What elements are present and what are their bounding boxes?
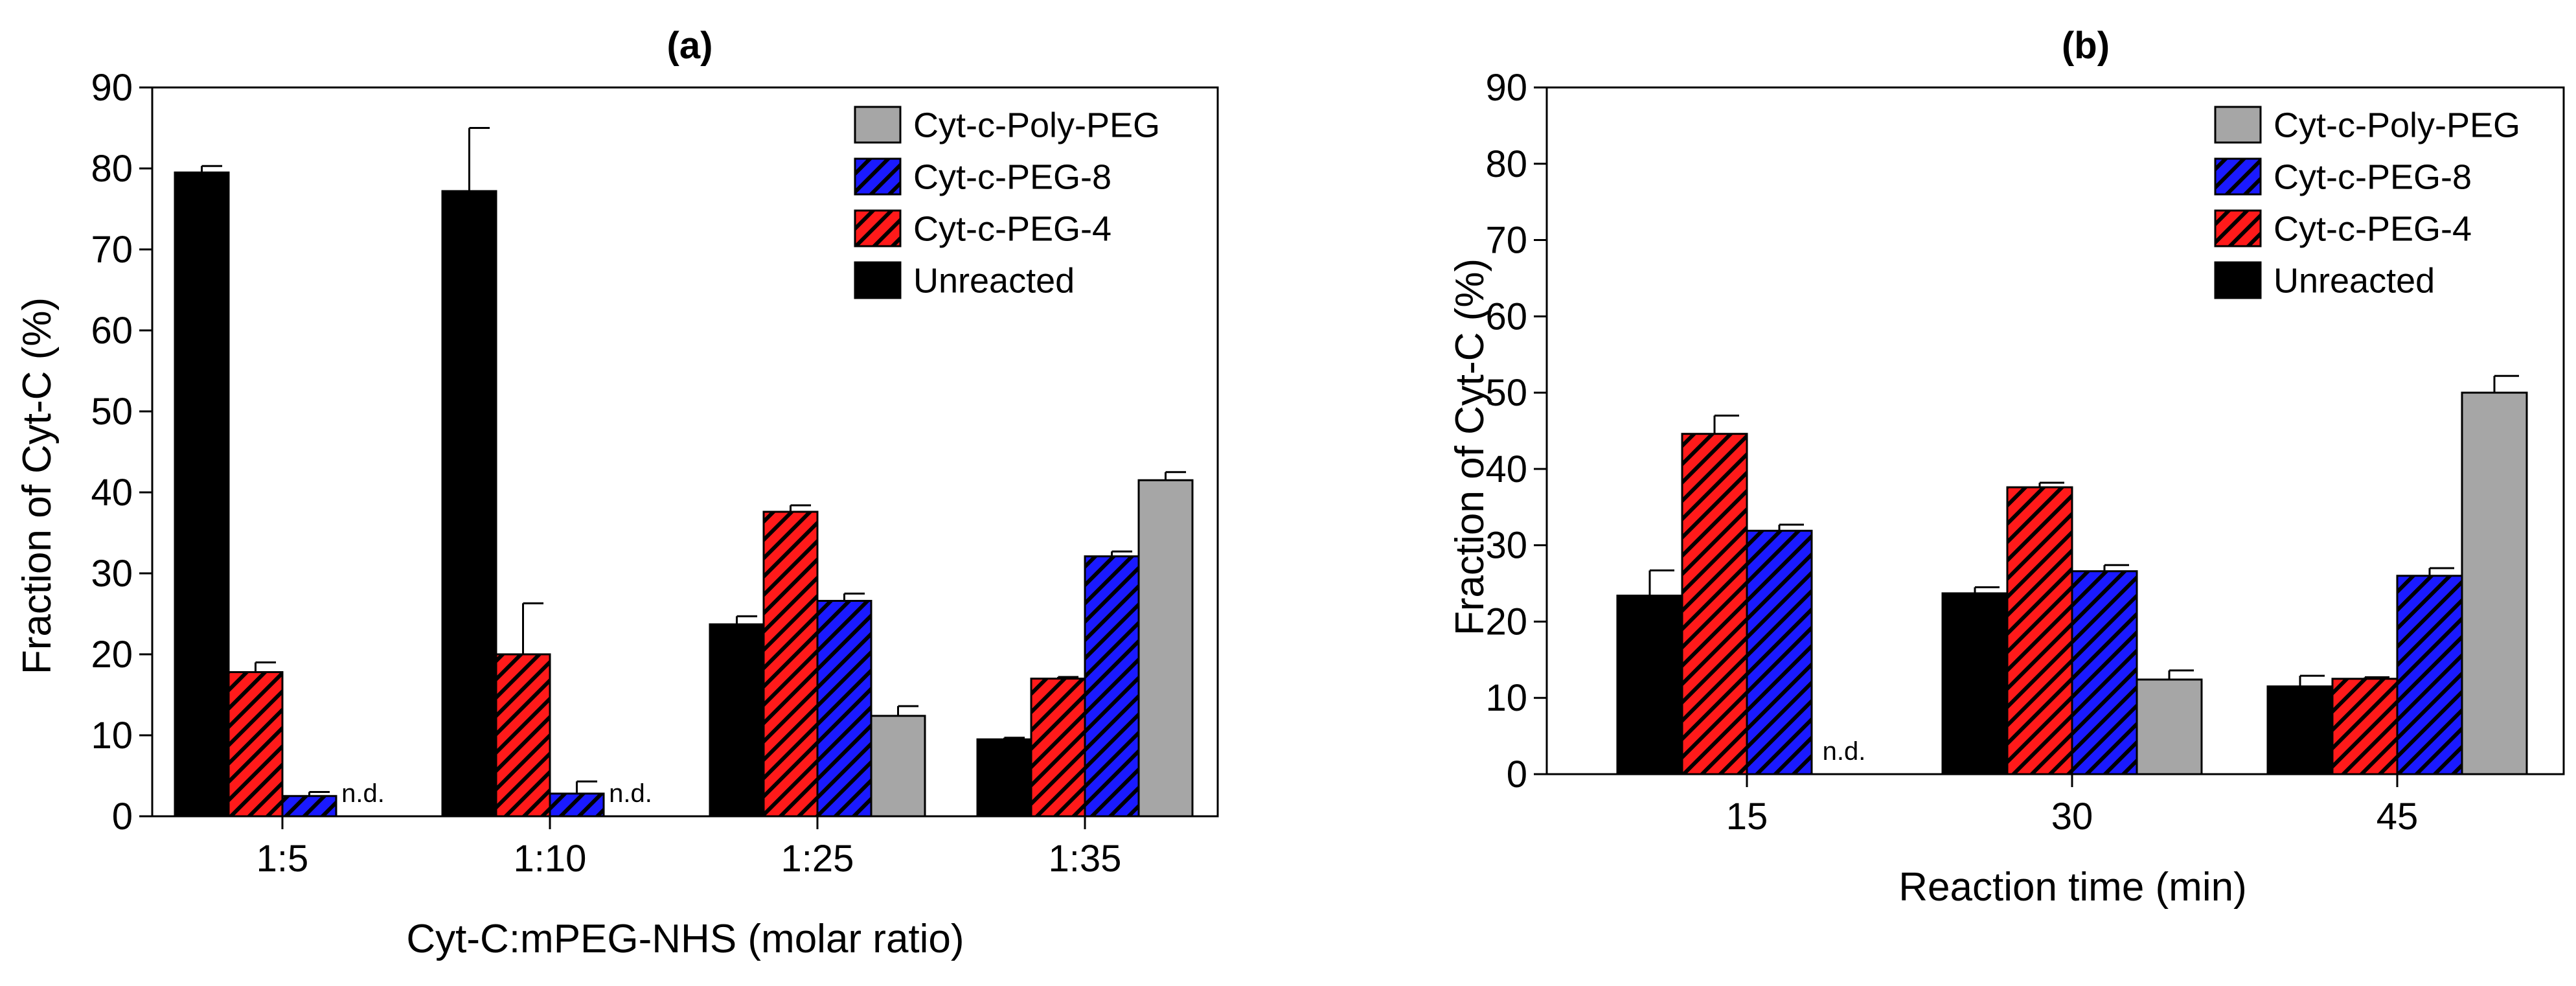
legend-label-polypeg: Cyt-c-Poly-PEG <box>2274 106 2520 145</box>
x-tick-label: 15 <box>1726 796 1768 838</box>
nd-label: n.d. <box>341 779 385 808</box>
chart-panel-b: (b) Fraction of Cyt-C (%) Reaction time … <box>1448 25 2565 910</box>
x-axis-label-a: Cyt-C:mPEG-NHS (molar ratio) <box>406 917 964 961</box>
chart-title-a: (a) <box>667 25 713 67</box>
x-tick-label: 1:25 <box>781 838 854 880</box>
y-tick-label: 70 <box>91 229 133 271</box>
bar-polypeg-30 <box>2136 678 2203 775</box>
x-ticks-a: 1:5 1:10 1:25 1:35 <box>256 816 1122 880</box>
bar-polypeg-1-35 <box>1137 479 1194 818</box>
y-tick-label: 20 <box>91 634 133 676</box>
legend-label-polypeg: Cyt-c-Poly-PEG <box>913 106 1160 145</box>
y-tick-label: 0 <box>1507 753 1527 796</box>
y-ticks-b: 0 10 20 30 40 50 60 70 80 90 <box>1485 67 1547 796</box>
y-tick-label: 60 <box>1485 295 1527 338</box>
chart-panel-a: (a) Fraction of Cyt-C (%) Cyt-C:mPEG-NHS… <box>15 25 1219 961</box>
plot-frame <box>1545 86 2565 775</box>
y-tick-label: 90 <box>91 67 133 109</box>
bar-peg4-1-25 <box>762 510 819 818</box>
plot-frame <box>151 86 1219 818</box>
y-ticks-a: 0 10 20 30 40 50 60 70 80 90 <box>91 67 152 838</box>
legend-label-peg8: Cyt-c-PEG-8 <box>913 158 1111 197</box>
x-tick-label: 1:5 <box>256 838 309 880</box>
legend-label-unreacted: Unreacted <box>2274 262 2435 301</box>
error-bars-a <box>201 127 1187 796</box>
legend-swatch-peg8 <box>2214 157 2262 196</box>
bar-polypeg-45 <box>2461 391 2528 775</box>
y-tick-label: 70 <box>1485 220 1527 262</box>
y-tick-label: 50 <box>91 391 133 433</box>
y-tick-label: 30 <box>1485 525 1527 567</box>
legend-label-peg4: Cyt-c-PEG-4 <box>2274 210 2472 249</box>
bar-peg4-45 <box>2331 678 2399 775</box>
bar-peg4-15 <box>1681 433 1748 775</box>
legend-label-peg4: Cyt-c-PEG-4 <box>913 210 1111 249</box>
legend-label-unreacted: Unreacted <box>913 262 1075 301</box>
bar-peg4-1-5 <box>227 671 284 818</box>
legend-swatch-polypeg <box>2214 106 2262 144</box>
legend-swatch-unreacted <box>854 261 902 299</box>
legend-a: Cyt-c-Poly-PEG Cyt-c-PEG-8 Cyt-c-PEG-4 Unre… <box>854 106 1160 301</box>
axes-b <box>1545 86 2565 775</box>
y-tick-label: 80 <box>91 148 133 190</box>
nd-labels-b: n.d. <box>1823 737 1866 766</box>
y-tick-label: 60 <box>91 310 133 352</box>
chart-title-b: (b) <box>2062 25 2110 67</box>
bar-unreacted-1-35 <box>976 738 1032 818</box>
y-axis-label-a: Fraction of Cyt-C (%) <box>15 297 60 674</box>
legend-swatch-unreacted <box>2214 261 2262 299</box>
legend-label-peg8: Cyt-c-PEG-8 <box>2274 158 2472 197</box>
bars-b <box>1616 391 2528 775</box>
bar-peg8-1-25 <box>816 600 872 818</box>
y-tick-label: 90 <box>1485 67 1527 109</box>
y-tick-label: 0 <box>112 796 133 838</box>
x-tick-label: 45 <box>2377 796 2419 838</box>
bar-peg4-30 <box>2006 486 2073 775</box>
y-tick-label: 40 <box>91 472 133 514</box>
x-tick-label: 1:10 <box>514 838 587 880</box>
x-tick-label: 30 <box>2051 796 2093 838</box>
y-tick-label: 50 <box>1485 372 1527 414</box>
x-tick-label: 1:35 <box>1049 838 1122 880</box>
x-axis-label-b: Reaction time (min) <box>1898 865 2246 910</box>
bar-unreacted-1-25 <box>709 623 765 818</box>
axes-a <box>151 86 1219 818</box>
bar-polypeg-1-25 <box>870 715 926 818</box>
bar-unreacted-30 <box>1941 592 2009 775</box>
bar-peg8-1-5 <box>281 795 337 818</box>
error-bars-b <box>1648 374 2519 687</box>
y-axis-label-b: Fraction of Cyt-C (%) <box>1448 258 1492 636</box>
y-tick-label: 40 <box>1485 448 1527 490</box>
bar-unreacted-45 <box>2266 685 2334 775</box>
bar-peg8-15 <box>1746 529 1813 775</box>
y-tick-label: 10 <box>1485 677 1527 719</box>
legend-swatch-polypeg <box>854 106 902 144</box>
nd-labels-a: n.d. n.d. <box>341 779 652 808</box>
bars-a <box>174 171 1194 818</box>
bar-peg8-45 <box>2396 575 2463 775</box>
y-tick-label: 20 <box>1485 601 1527 643</box>
nd-label: n.d. <box>1823 737 1866 766</box>
y-tick-label: 10 <box>91 715 133 757</box>
nd-label: n.d. <box>609 779 652 808</box>
bar-peg8-1-35 <box>1084 555 1140 818</box>
bar-peg8-30 <box>2071 570 2138 775</box>
legend-b: Cyt-c-Poly-PEG Cyt-c-PEG-8 Cyt-c-PEG-4 Unre… <box>2214 106 2520 301</box>
legend-swatch-peg4 <box>2214 209 2262 247</box>
bar-unreacted-1-5 <box>174 171 230 818</box>
bar-peg4-1-10 <box>495 653 551 818</box>
bar-unreacted-1-10 <box>441 190 497 818</box>
bar-peg8-1-10 <box>549 792 605 818</box>
y-tick-label: 30 <box>91 553 133 595</box>
x-ticks-b: 15 30 45 <box>1726 774 2419 838</box>
bar-unreacted-15 <box>1616 594 1683 775</box>
legend-swatch-peg8 <box>854 157 902 196</box>
bar-peg4-1-35 <box>1030 678 1086 818</box>
legend-swatch-peg4 <box>854 209 902 247</box>
y-tick-label: 80 <box>1485 143 1527 185</box>
